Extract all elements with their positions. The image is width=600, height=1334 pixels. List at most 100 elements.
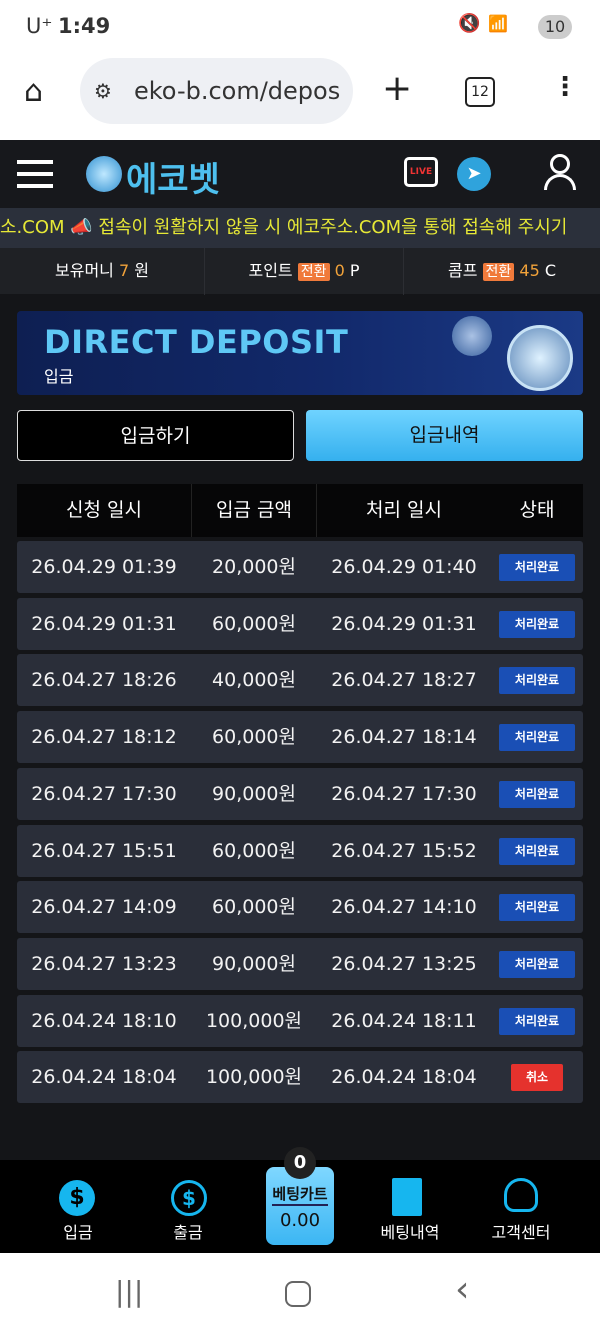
new-tab-icon[interactable]: + [382,68,413,109]
table-row: 26.04.24 18:10 100,000원 26.04.24 18:11 처리완료 [17,994,583,1047]
logo-icon [86,156,122,192]
exchange-icon: $ [171,1180,207,1216]
money-label: 보유머니 [55,261,114,280]
amount: 90,000원 [212,782,296,805]
status-badge: 취소 [511,1064,563,1092]
live-tv-icon[interactable]: LIVE [404,157,438,187]
money-value: 7 [118,261,130,280]
request-time: 26.04.27 17:30 [31,782,177,805]
amount: 20,000원 [212,556,296,578]
tab-count-button[interactable]: 12 [465,77,495,107]
table-row: 26.04.27 13:23 90,000원 26.04.27 13:25 처리완료 [17,937,583,990]
processed-time: 26.04.27 14:10 [331,896,477,919]
amount: 60,000원 [212,839,296,862]
bet-cart-count-badge: 0 [284,1147,316,1179]
live-badge: LIVE [409,167,433,177]
nav-support-label: 고객센터 [491,1223,551,1242]
ticker-text: 소.COM 📣 접속이 원활하지 않을 시 에코주소.COM을 통해 접속해 주… [0,217,568,238]
clock: 1:49 [58,14,111,38]
address-bar[interactable]: ⚙ eko-b.com/depos [80,58,353,124]
nav-withdraw-label: 출금 [173,1223,203,1242]
nav-support[interactable]: 고객센터 [466,1160,576,1253]
request-time: 26.04.29 01:31 [31,612,177,635]
header-status: 상태 [519,499,555,521]
amount: 60,000원 [212,726,296,749]
point-convert-button[interactable]: 전환 [297,263,330,281]
logo[interactable]: 에코벳 [126,160,220,200]
bottom-nav: $ 입금 $ 출금 베팅카트 0.00 0 베팅내역 고객센터 [0,1147,600,1253]
battery: 10 [538,15,572,39]
request-time: 26.04.27 14:09 [31,896,177,919]
status-bar: U⁺ 1:49 🔇 📶 10 [0,0,600,50]
processed-time: 26.04.27 13:25 [331,952,477,975]
amount: 60,000원 [212,612,296,635]
header-processed-time: 처리 일시 [366,499,442,521]
nav-deposit-label: 입금 [63,1223,93,1242]
table-row: 26.04.27 17:30 90,000원 26.04.27 17:30 처리완료 [17,767,583,820]
site-settings-icon[interactable]: ⚙ [94,79,112,103]
comp-balance: 콤프 전환 45 C [404,248,600,295]
headset-icon [504,1178,538,1212]
table-row: 26.04.27 15:51 60,000원 26.04.27 15:52 처리완료 [17,824,583,877]
comp-convert-button[interactable]: 전환 [482,263,515,281]
request-time: 26.04.24 18:04 [31,1066,177,1089]
back-icon[interactable]: ‹ [455,1269,470,1310]
banner-title: DIRECT DEPOSIT [44,323,349,361]
amount: 100,000원 [205,1009,303,1032]
point-balance: 포인트 전환 0 P [204,248,404,295]
status-badge: 처리완료 [499,1007,575,1035]
home-icon[interactable]: ⌂ [24,74,44,109]
telegram-icon[interactable]: ➤ [457,157,491,191]
dollar-coins-icon: $ [59,1180,95,1216]
table-row: 26.04.29 01:31 60,000원 26.04.29 01:31 처리완료 [17,597,583,650]
money-unit: 원 [134,261,149,280]
point-unit: P [349,261,360,280]
carrier: U⁺ [26,14,53,38]
user-icon[interactable] [543,154,577,194]
processed-time: 26.04.27 17:30 [331,782,477,805]
hamburger-icon[interactable] [17,160,53,188]
amount: 90,000원 [212,952,296,975]
nav-withdraw[interactable]: $ 출금 [133,1160,243,1253]
request-time: 26.04.29 01:39 [31,556,177,578]
point-label: 포인트 [248,261,293,280]
request-time: 26.04.27 15:51 [31,839,177,862]
nav-deposit[interactable]: $ 입금 [23,1160,133,1253]
recent-apps-icon[interactable]: ||| [115,1275,144,1308]
mute-icon: 🔇 [458,13,481,34]
site-header: 에코벳 LIVE ➤ [0,140,600,208]
status-badge: 처리완료 [499,554,575,581]
table-row: 26.04.27 14:09 60,000원 26.04.27 14:10 처리완료 [17,881,583,934]
request-time: 26.04.27 18:26 [31,669,177,692]
comp-value: 45 [519,261,540,280]
banner-subtitle: 입금 [44,367,74,386]
amount: 60,000원 [212,896,296,919]
amount: 100,000원 [205,1066,303,1089]
status-badge: 처리완료 [499,837,575,865]
nav-bet-history[interactable]: 베팅내역 [355,1160,465,1253]
deposit-banner: DIRECT DEPOSIT 입금 [17,311,583,395]
tab-deposit[interactable]: 입금하기 [17,410,294,461]
bet-cart-value: 0.00 [279,1210,321,1231]
menu-icon[interactable]: ⋮ [552,72,578,102]
processed-time: 26.04.24 18:11 [331,1009,477,1032]
system-nav-bar: ||| ‹ [0,1253,600,1334]
bet-cart-button[interactable]: 베팅카트 0.00 [266,1167,334,1245]
comp-unit: C [544,261,557,280]
receipt-icon [392,1178,422,1216]
processed-time: 26.04.27 18:27 [331,669,477,692]
comp-label: 콤프 [447,261,478,280]
amount: 40,000원 [212,669,296,692]
status-badge: 처리완료 [499,610,575,638]
home-button-icon[interactable] [285,1281,311,1307]
notice-ticker: 소.COM 📣 접속이 원활하지 않을 시 에코주소.COM을 통해 접속해 주… [0,208,600,248]
processed-time: 26.04.29 01:31 [331,612,477,635]
processed-time: 26.04.27 18:14 [331,726,477,749]
url-text: eko-b.com/depos [134,77,341,105]
nav-bet-history-label: 베팅내역 [380,1223,440,1242]
money-balance: 보유머니 7 원 [0,248,204,294]
table-row: 26.04.27 18:12 60,000원 26.04.27 18:14 처리완료 [17,711,583,764]
status-badge: 처리완료 [499,894,575,922]
tab-deposit-history[interactable]: 입금내역 [306,410,583,461]
request-time: 26.04.27 18:12 [31,726,177,749]
